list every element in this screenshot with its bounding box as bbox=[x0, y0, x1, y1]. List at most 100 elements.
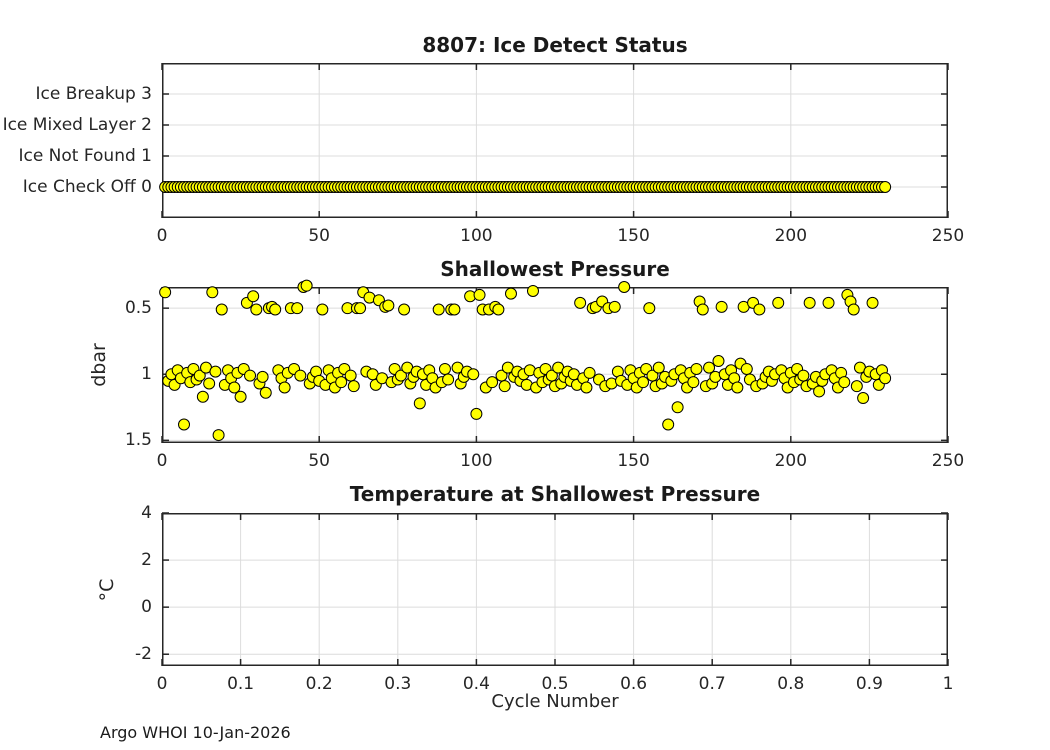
data-point-marker bbox=[300, 279, 313, 292]
data-point-marker bbox=[498, 380, 511, 393]
data-point-marker bbox=[215, 303, 228, 316]
tick-layer bbox=[161, 63, 949, 218]
data-point-marker bbox=[209, 365, 222, 378]
footer-credit: Argo WHOI 10-Jan-2026 bbox=[100, 723, 291, 742]
marker-layer bbox=[159, 279, 892, 442]
data-point-marker bbox=[269, 303, 282, 316]
data-point-marker bbox=[448, 303, 461, 316]
data-point-marker bbox=[703, 361, 716, 374]
data-point-marker bbox=[879, 372, 892, 385]
data-point-marker bbox=[413, 397, 426, 410]
data-point-marker bbox=[432, 303, 445, 316]
data-point-marker bbox=[316, 303, 329, 316]
data-point-marker bbox=[382, 299, 395, 312]
data-point-marker bbox=[438, 362, 451, 375]
plot1-y-tick-label: Ice Breakup 3 bbox=[35, 84, 153, 104]
data-point-marker bbox=[690, 362, 703, 375]
plot-area-1 bbox=[159, 63, 949, 218]
data-point-marker bbox=[398, 303, 411, 316]
plot3-y-tick-label: 0 bbox=[141, 597, 152, 618]
data-point-marker bbox=[347, 380, 360, 393]
data-point-marker bbox=[442, 373, 455, 386]
plot1-x-tick-label: 200 bbox=[774, 226, 808, 246]
data-point-marker bbox=[294, 369, 307, 382]
data-point-marker bbox=[574, 296, 587, 309]
plot1-y-tick-label: Ice Not Found 1 bbox=[18, 146, 152, 166]
plot3-x-tick-label: 0.9 bbox=[855, 674, 883, 694]
plot3-y-tick-label: 4 bbox=[141, 503, 152, 523]
data-point-marker bbox=[247, 290, 260, 303]
data-point-marker bbox=[740, 362, 753, 375]
data-point-marker bbox=[335, 376, 348, 389]
plot3-title: Temperature at Shallowest Pressure bbox=[349, 482, 761, 506]
data-point-marker bbox=[712, 355, 725, 368]
data-point-marker bbox=[492, 303, 505, 316]
plot2-x-tick-label: 50 bbox=[308, 451, 330, 471]
data-point-marker bbox=[652, 361, 665, 374]
data-point-marker bbox=[637, 376, 650, 389]
data-point-marker bbox=[354, 302, 367, 315]
plot2-y-tick-label: 1 bbox=[141, 364, 152, 385]
plot3-x-tick-label: 0.5 bbox=[541, 674, 569, 694]
data-point-marker bbox=[250, 303, 263, 316]
plot3-ylabel-degc: °C bbox=[96, 578, 118, 602]
plot3-y-tick-label: 2 bbox=[141, 550, 152, 571]
data-point-marker bbox=[234, 390, 247, 403]
plot1-x-tick-label: 0 bbox=[156, 226, 168, 246]
plot2-x-tick-label: 100 bbox=[460, 451, 493, 471]
plot1-y-tick-label: Ice Mixed Layer 2 bbox=[2, 115, 152, 135]
plot1-x-tick-label: 100 bbox=[460, 226, 493, 246]
axes-border bbox=[162, 287, 948, 443]
data-point-marker bbox=[473, 288, 486, 301]
data-point-marker bbox=[813, 385, 826, 398]
data-point-marker bbox=[822, 296, 835, 309]
data-point-marker bbox=[526, 284, 539, 297]
data-point-marker bbox=[278, 381, 291, 394]
plot2-y-tick-label: 1.5 bbox=[124, 430, 152, 451]
plot3-x-tick-label: 0.3 bbox=[384, 674, 412, 694]
plot2-x-tick-label: 200 bbox=[774, 451, 808, 471]
data-point-marker bbox=[259, 386, 272, 399]
data-point-marker bbox=[228, 381, 241, 394]
plot3-x-tick-label: 0.2 bbox=[305, 674, 333, 694]
data-point-marker bbox=[244, 369, 257, 382]
data-point-marker bbox=[715, 300, 728, 313]
plot-area-3 bbox=[161, 512, 949, 666]
data-point-marker bbox=[159, 286, 172, 299]
data-point-marker bbox=[687, 376, 700, 389]
data-point-marker bbox=[196, 390, 209, 403]
plot-area-2 bbox=[159, 279, 949, 443]
plot2-ylabel-dbar: dbar bbox=[88, 343, 110, 387]
data-point-marker bbox=[753, 303, 766, 316]
data-point-marker bbox=[857, 392, 870, 405]
grid-layer bbox=[162, 513, 948, 666]
plot1-title: 8807: Ice Detect Status bbox=[422, 33, 688, 57]
data-point-marker bbox=[643, 302, 656, 315]
plot1-x-tick-label: 50 bbox=[308, 226, 330, 246]
plot3-x-tick-label: 0.4 bbox=[462, 674, 490, 694]
data-point-marker bbox=[486, 376, 499, 389]
data-point-marker bbox=[662, 418, 675, 431]
plot1-y-tick-label: Ice Check Off 0 bbox=[22, 177, 152, 197]
plot3-x-tick-label: 0.1 bbox=[227, 674, 255, 694]
data-point-marker bbox=[212, 429, 225, 442]
data-point-marker bbox=[193, 369, 206, 382]
data-point-marker bbox=[206, 286, 219, 299]
data-point-marker bbox=[772, 296, 785, 309]
data-point-marker bbox=[467, 368, 480, 381]
data-point-marker bbox=[618, 281, 631, 293]
plot2-x-tick-label: 150 bbox=[617, 451, 650, 471]
plot1-x-tick-label: 150 bbox=[617, 226, 650, 246]
data-point-marker bbox=[504, 287, 517, 300]
data-point-marker bbox=[671, 401, 684, 414]
data-point-marker bbox=[256, 370, 269, 383]
data-point-marker bbox=[178, 418, 191, 431]
plot3-x-tick-label: 0.6 bbox=[620, 674, 648, 694]
data-point-marker bbox=[847, 303, 860, 316]
plot2-y-tick-label: 0.5 bbox=[124, 298, 152, 319]
plot1-x-tick-label: 250 bbox=[931, 226, 965, 246]
data-point-marker bbox=[838, 376, 851, 389]
data-point-marker bbox=[583, 366, 596, 379]
data-point-marker bbox=[608, 300, 621, 313]
